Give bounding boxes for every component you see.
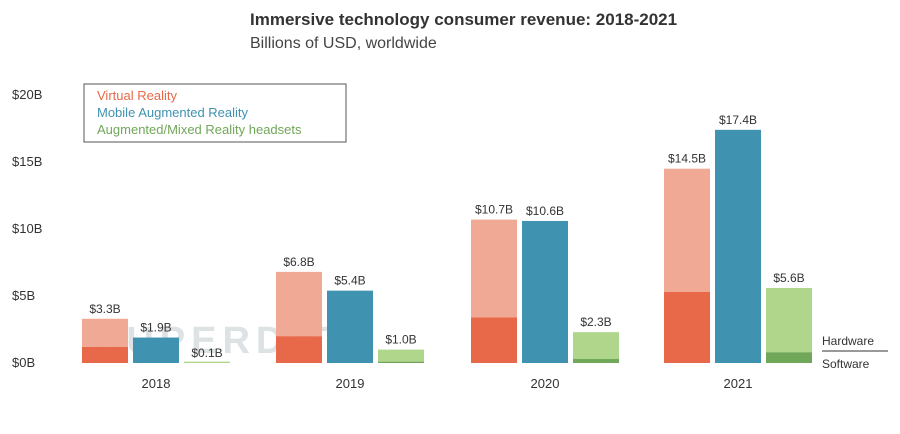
bar-ar-mr-headsets-software-2021 xyxy=(766,352,812,363)
legend-box xyxy=(83,83,347,143)
bar-virtual-reality-software-2018 xyxy=(82,346,128,363)
data-label-virtual-reality-2018: $3.3B xyxy=(89,302,120,316)
legend-ar-mr-headsets: Augmented/Mixed Reality headsets xyxy=(97,122,302,137)
bar-mobile-ar-2018 xyxy=(133,337,179,363)
data-label-ar-mr-headsets-2020: $2.3B xyxy=(580,315,611,329)
bar-ar-mr-headsets-hardware-2021 xyxy=(766,287,812,353)
x-tick-label: 2020 xyxy=(531,376,560,391)
bar-mobile-ar-2021 xyxy=(715,129,761,363)
data-label-virtual-reality-2020: $10.7B xyxy=(475,203,513,217)
bar-mobile-ar-2020 xyxy=(522,220,568,363)
chart-subtitle: Billions of USD, worldwide xyxy=(250,35,437,52)
y-tick-label: $15B xyxy=(12,154,42,169)
bar-virtual-reality-hardware-2021 xyxy=(664,168,710,292)
bar-virtual-reality-software-2020 xyxy=(471,317,517,363)
bar-virtual-reality-hardware-2018 xyxy=(82,318,128,347)
bar-ar-mr-headsets-hardware-2018 xyxy=(184,361,230,363)
data-label-mobile-ar-2018: $1.9B xyxy=(140,321,171,335)
bar-virtual-reality-software-2019 xyxy=(276,336,322,363)
data-label-virtual-reality-2019: $6.8B xyxy=(283,255,314,269)
bar-ar-mr-headsets-software-2020 xyxy=(573,358,619,363)
chart-title: Immersive technology consumer revenue: 2… xyxy=(250,10,678,29)
legend-mobile-ar: Mobile Augmented Reality xyxy=(97,105,249,120)
legend-virtual-reality: Virtual Reality xyxy=(97,88,177,103)
software-label: Software xyxy=(822,357,870,371)
data-label-mobile-ar-2020: $10.6B xyxy=(526,204,564,218)
x-tick-label: 2021 xyxy=(724,376,753,391)
bar-mobile-ar-2019 xyxy=(327,290,373,363)
y-tick-label: $5B xyxy=(12,288,35,303)
data-label-ar-mr-headsets-2019: $1.0B xyxy=(385,333,416,347)
bar-virtual-reality-hardware-2020 xyxy=(471,219,517,318)
bar-ar-mr-headsets-software-2019 xyxy=(378,361,424,363)
data-label-mobile-ar-2019: $5.4B xyxy=(334,274,365,288)
hardware-label: Hardware xyxy=(822,334,874,348)
data-label-virtual-reality-2021: $14.5B xyxy=(668,152,706,166)
data-label-mobile-ar-2021: $17.4B xyxy=(719,113,757,127)
x-tick-label: 2019 xyxy=(336,376,365,391)
y-tick-label: $10B xyxy=(12,221,42,236)
bar-virtual-reality-software-2021 xyxy=(664,291,710,363)
bar-virtual-reality-hardware-2019 xyxy=(276,271,322,337)
data-label-ar-mr-headsets-2021: $5.6B xyxy=(773,271,804,285)
hardware-software-key: Hardware Software xyxy=(822,334,888,371)
legend: Virtual Reality Mobile Augmented Reality… xyxy=(83,83,347,143)
data-label-ar-mr-headsets-2018: $0.1B xyxy=(191,346,222,360)
bar-ar-mr-headsets-hardware-2019 xyxy=(378,349,424,362)
x-tick-label: 2018 xyxy=(142,376,171,391)
y-tick-label: $20B xyxy=(12,87,42,102)
bar-ar-mr-headsets-hardware-2020 xyxy=(573,332,619,359)
y-tick-label: $0B xyxy=(12,355,35,370)
